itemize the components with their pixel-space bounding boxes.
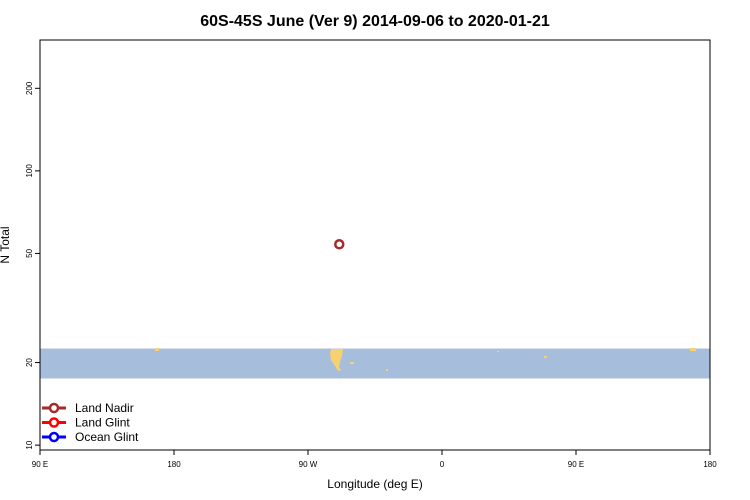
legend-marker: [48, 431, 60, 443]
plot-frame: [39, 39, 711, 451]
land-patch: [350, 362, 354, 364]
x-tick-label: 90 W: [299, 460, 318, 469]
data-point: [334, 239, 345, 250]
chart-title: 60S-45S June (Ver 9) 2014-09-06 to 2020-…: [200, 13, 550, 30]
land-patch: [386, 369, 388, 371]
y-tick-label: 100: [25, 164, 34, 178]
legend-label: Land Nadir: [75, 401, 134, 415]
land-patches: [155, 348, 696, 371]
x-axis: 90 E 180 90 W 0 90 E 180: [32, 450, 717, 469]
ocean-band: [40, 348, 710, 379]
x-tick-label: 180: [167, 460, 181, 469]
x-tick-label: 90 E: [568, 460, 584, 469]
x-tick-label: 0: [440, 460, 445, 469]
x-tick-label: 90 E: [32, 460, 48, 469]
x-tick-label: 180: [703, 460, 717, 469]
land-patch: [690, 348, 696, 351]
y-tick-label: 50: [25, 248, 34, 257]
land-patch: [155, 348, 159, 351]
legend-label: Ocean Glint: [75, 430, 139, 444]
y-axis: 10 20 50 100 200: [25, 81, 40, 450]
y-tick-label: 200: [25, 81, 34, 95]
legend-marker: [48, 402, 60, 414]
legend-label: Land Glint: [75, 416, 130, 430]
data-points: [334, 239, 345, 250]
legend-marker: [48, 417, 60, 428]
land-patch: [497, 351, 499, 352]
land-patch: [544, 356, 547, 358]
y-tick-label: 20: [25, 358, 34, 367]
y-axis-label: N Total: [0, 226, 12, 263]
land-patch: [330, 349, 343, 371]
plot-area: [39, 39, 711, 451]
x-axis-label: Longitude (deg E): [327, 477, 422, 491]
y-tick-label: 10: [25, 440, 34, 449]
